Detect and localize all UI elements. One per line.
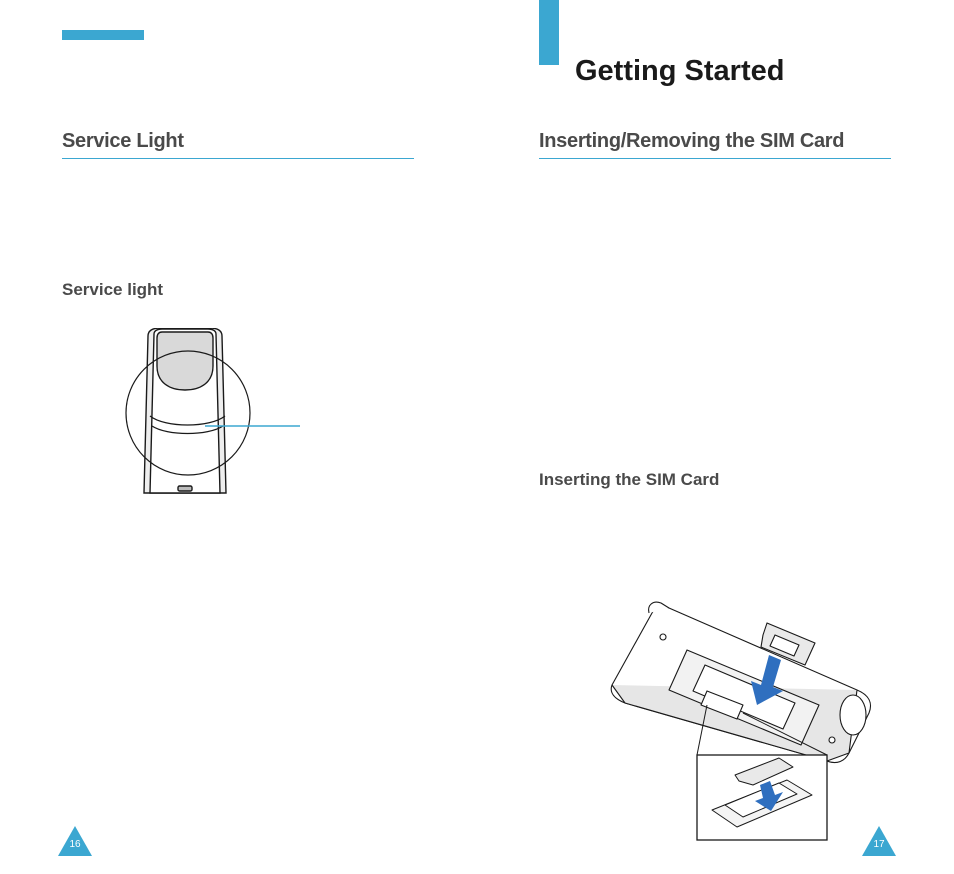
page-left: Service Light Service light	[0, 0, 477, 874]
page-right: Getting Started Inserting/Removing the S…	[477, 0, 954, 874]
left-page-marker	[62, 30, 144, 40]
section-underline-right	[539, 158, 891, 159]
page-number-right-text: 17	[862, 839, 896, 850]
section-underline-left	[62, 158, 414, 159]
page-number-left-text: 16	[58, 839, 92, 850]
page-number-left: 16	[58, 826, 92, 856]
illustration-phone-sim	[557, 595, 887, 845]
section-heading-sim: Inserting/Removing the SIM Card	[539, 130, 844, 153]
sub-heading-insert-sim: Inserting the SIM Card	[539, 470, 719, 490]
illustration-phone-top	[110, 328, 320, 498]
section-heading-service-light: Service Light	[62, 130, 184, 153]
chapter-bar	[539, 0, 559, 65]
page-number-right: 17	[862, 826, 896, 856]
sub-heading-service-light: Service light	[62, 280, 163, 300]
chapter-title: Getting Started	[575, 55, 784, 88]
